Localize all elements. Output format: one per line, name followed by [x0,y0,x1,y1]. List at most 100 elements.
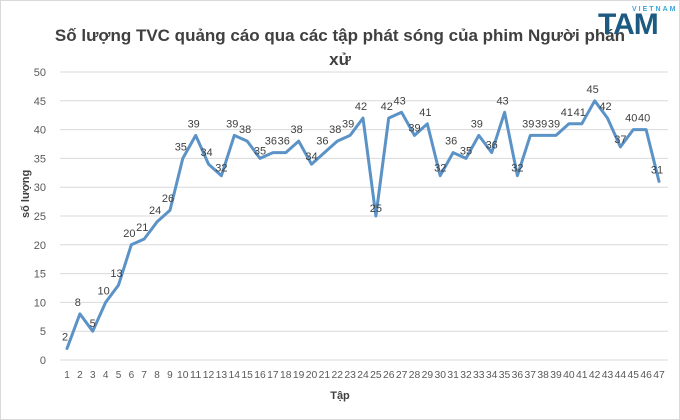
data-label: 5 [90,318,96,330]
data-label: 8 [75,297,81,309]
data-label: 20 [123,228,135,240]
logo-top-text: VIETNAM [632,6,678,13]
x-tick-label: 24 [357,370,369,381]
data-label: 39 [522,118,534,130]
x-tick-label: 44 [615,370,627,381]
x-tick-label: 19 [293,370,305,381]
data-label: 39 [188,118,200,130]
data-label: 31 [651,164,663,176]
x-tick-label: 9 [167,370,173,381]
y-tick-label: 35 [34,153,46,165]
y-tick-label: 30 [34,182,46,194]
chart-title-line2: xử [329,50,351,69]
data-label: 32 [215,163,227,175]
x-tick-label: 18 [280,370,292,381]
x-tick-label: 4 [103,370,109,381]
x-tick-label: 22 [332,370,344,381]
x-tick-label: 36 [512,370,524,381]
data-label: 39 [226,118,238,130]
data-label: 37 [614,134,626,146]
data-label: 40 [638,113,650,125]
data-label: 36 [265,136,277,148]
x-tick-label: 3 [90,370,96,381]
data-label: 42 [381,101,393,113]
data-label: 43 [496,95,508,107]
data-label: 35 [175,141,187,153]
y-tick-label: 45 [34,96,46,108]
x-tick-label: 23 [344,370,356,381]
data-label: 38 [329,124,341,136]
data-label: 39 [535,118,547,130]
x-tick-label: 13 [216,370,228,381]
data-label: 34 [305,151,317,163]
y-tick-label: 10 [34,297,46,309]
data-label: 13 [110,268,122,280]
x-tick-label: 10 [177,370,189,381]
x-tick-label: 5 [116,370,122,381]
data-label: 36 [445,136,457,148]
y-tick-label: 0 [40,355,46,367]
x-tick-label: 25 [370,370,382,381]
data-label: 43 [393,95,405,107]
data-label: 21 [136,222,148,234]
data-label: 42 [355,101,367,113]
y-tick-label: 40 [34,125,46,137]
x-axis-label: Tập [330,390,350,402]
data-label: 24 [149,205,161,217]
data-label: 32 [511,163,523,175]
data-label: 39 [408,122,420,134]
x-tick-label: 2 [77,370,83,381]
x-tick-label: 27 [396,370,408,381]
data-label: 2 [62,331,68,343]
data-label: 45 [587,84,599,96]
data-line [65,99,661,350]
x-tick-label: 39 [550,370,562,381]
x-tick-label: 15 [241,370,253,381]
x-tick-label: 12 [203,370,215,381]
x-tick-label: 41 [576,370,588,381]
y-tick-label: 50 [34,67,46,79]
vietnam-tam-logo: VIETNAM TAM [596,4,680,40]
x-tick-label: 42 [589,370,601,381]
x-tick-label: 32 [460,370,472,381]
data-label: 10 [97,285,109,297]
data-label: 36 [316,136,328,148]
y-tick-label: 15 [34,269,46,281]
data-label: 39 [548,118,560,130]
x-tick-label: 11 [190,370,202,381]
x-tick-label: 7 [141,370,147,381]
x-tick-label: 28 [409,370,421,381]
y-tick-label: 20 [34,240,46,252]
data-label: 42 [599,101,611,113]
y-tick-label: 25 [34,211,46,223]
data-label: 35 [254,145,266,157]
x-tick-label: 17 [267,370,279,381]
x-tick-label: 8 [154,370,160,381]
data-label: 35 [460,145,472,157]
data-label: 39 [342,118,354,130]
chart-title: Số lượng TVC quảng cáo qua các tập phát … [40,24,640,72]
x-tick-label: 33 [473,370,485,381]
x-tick-label: 38 [537,370,549,381]
x-tick-label: 47 [653,370,665,381]
x-tick-label: 31 [447,370,459,381]
x-tick-label: 20 [306,370,318,381]
x-tick-label: 29 [422,370,434,381]
x-tick-label: 46 [640,370,652,381]
data-label: 38 [239,124,251,136]
chart-title-line1: Số lượng TVC quảng cáo qua các tập phát … [54,26,626,45]
data-label: 38 [291,124,303,136]
x-tick-label: 35 [499,370,511,381]
x-tick-label: 21 [319,370,331,381]
y-tick-label: 5 [40,326,46,338]
data-label: 40 [625,113,637,125]
data-label: 41 [574,107,586,119]
x-tick-label: 45 [628,370,640,381]
y-axis-label: số lượng [20,169,32,218]
x-tick-label: 30 [434,370,446,381]
x-tick-label: 14 [229,370,241,381]
x-tick-label: 26 [383,370,395,381]
data-label: 41 [561,107,573,119]
